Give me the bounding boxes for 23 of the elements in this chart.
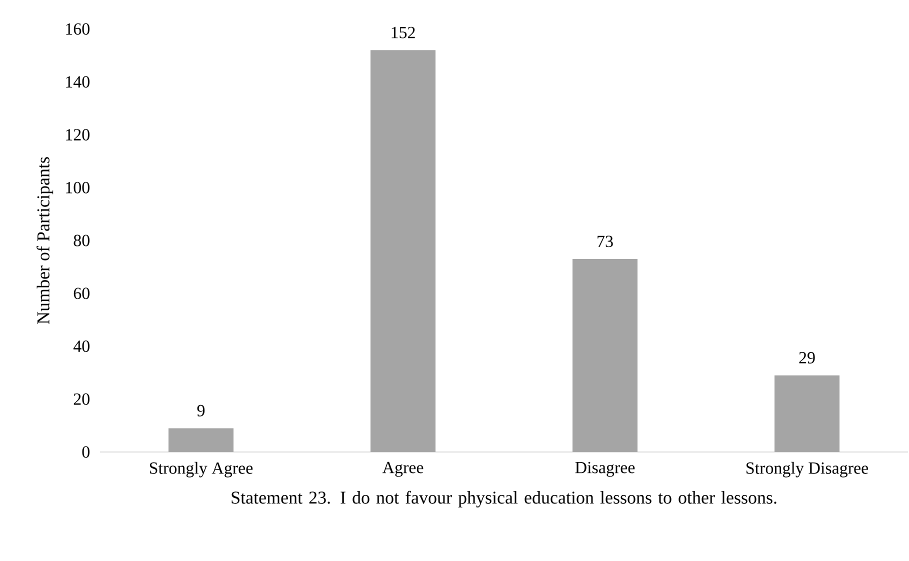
y-tick-label: 20 <box>74 393 90 405</box>
bar <box>774 375 840 452</box>
y-tick-label: 100 <box>66 182 90 194</box>
x-tick-label: Strongly Agree <box>150 462 253 478</box>
y-tick-label: 0 <box>82 446 90 458</box>
y-tick-label: 40 <box>73 340 90 352</box>
bar <box>572 259 638 452</box>
x-tick-label: Disagree <box>575 462 635 477</box>
bar <box>168 428 234 452</box>
data-label: 29 <box>799 352 815 364</box>
x-axis-title: Statement 23. I do not favour physical education lessons to other lessons. <box>232 490 776 508</box>
y-tick-label: 80 <box>74 234 90 246</box>
data-label: 73 <box>598 236 613 248</box>
y-tick-label: 60 <box>74 288 90 300</box>
bar <box>370 50 436 452</box>
y-tick-label: 120 <box>66 129 90 140</box>
x-tick-label: Strongly Disagree <box>746 462 868 478</box>
data-label: 9 <box>197 404 205 416</box>
y-tick-label: 140 <box>66 76 90 88</box>
x-tick-label: Agree <box>382 462 424 477</box>
y-tick-label: 160 <box>66 23 90 35</box>
data-label: 152 <box>392 26 415 38</box>
y-axis-title: Number of Participants <box>36 157 54 324</box>
